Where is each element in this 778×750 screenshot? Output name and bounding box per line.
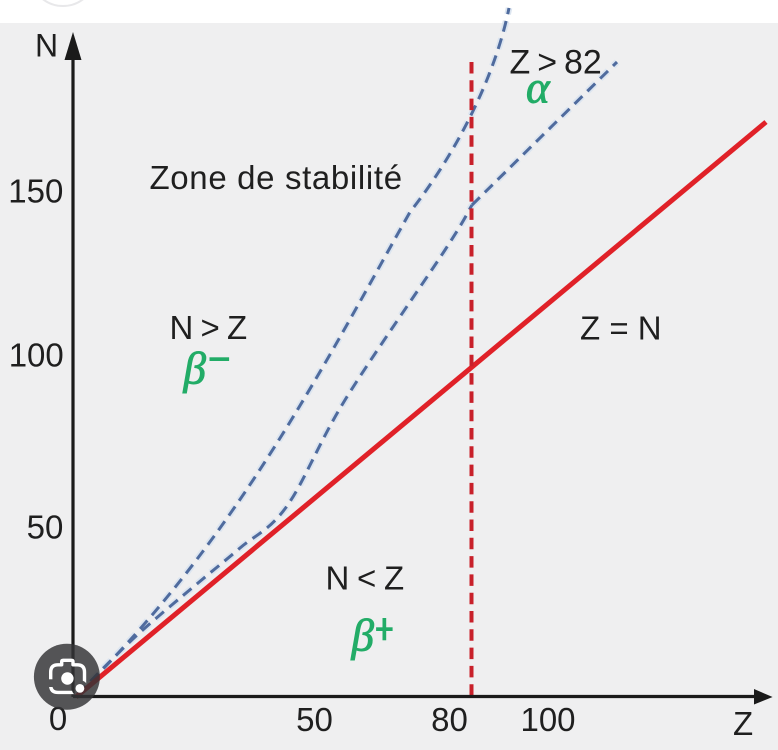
svg-text:N < Z: N < Z (326, 560, 405, 597)
svg-text:Zone de stabilité: Zone de stabilité (150, 159, 403, 196)
svg-text:100: 100 (520, 701, 575, 738)
svg-text:80: 80 (431, 701, 468, 738)
svg-text:50: 50 (27, 509, 64, 546)
svg-text:α: α (526, 62, 551, 112)
svg-text:50: 50 (296, 701, 333, 738)
svg-text:100: 100 (9, 337, 64, 374)
svg-text:β: β (351, 611, 375, 661)
svg-text:β: β (183, 344, 207, 394)
svg-text:Z = N: Z = N (580, 310, 662, 347)
svg-text:N > Z: N > Z (170, 309, 248, 346)
svg-text:Z > 82: Z > 82 (510, 44, 602, 82)
svg-text:150: 150 (8, 173, 63, 210)
svg-text:N: N (35, 28, 58, 64)
svg-text:Z: Z (733, 705, 753, 742)
